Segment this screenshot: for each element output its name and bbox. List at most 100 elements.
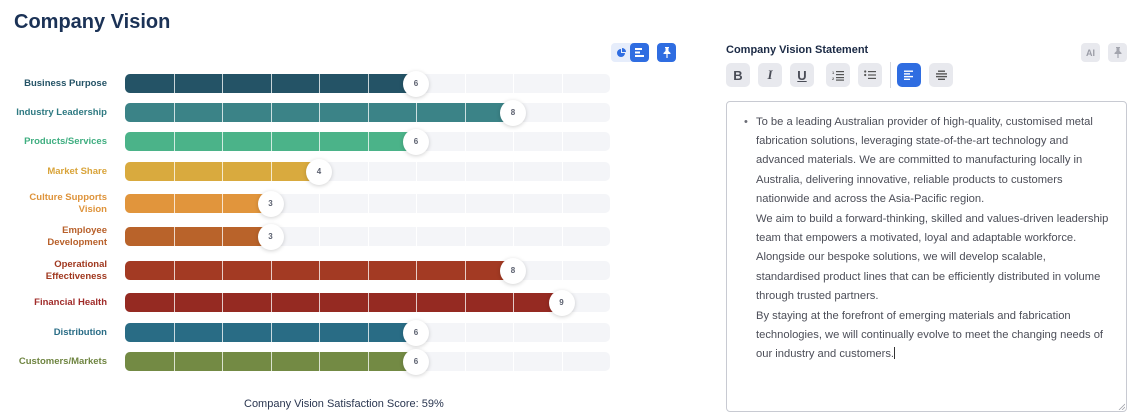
bar-track[interactable]: 3 (125, 223, 610, 250)
row-label-line: Operational (54, 259, 107, 270)
track-divider (319, 194, 320, 213)
value-handle[interactable]: 6 (403, 128, 429, 155)
fill-divider (173, 132, 175, 151)
value-handle[interactable]: 4 (306, 158, 332, 185)
fill-divider (319, 293, 320, 312)
track-divider (464, 352, 466, 371)
paragraph-text: By staying at the forefront of emerging … (756, 310, 1104, 361)
value-handle[interactable]: 8 (500, 99, 526, 126)
fill-divider (367, 74, 369, 93)
bullet-list-button[interactable] (858, 63, 882, 87)
bold-button[interactable]: B (726, 63, 750, 87)
bar-track[interactable]: 3 (125, 190, 610, 217)
track-divider (464, 323, 466, 342)
ai-button[interactable]: AI (1081, 43, 1100, 62)
chart-row: Distribution 6 (0, 319, 615, 346)
value-handle[interactable]: 8 (500, 257, 526, 284)
row-label: Operational Effectiveness (0, 259, 107, 283)
view-toggle-group (611, 43, 649, 62)
value-handle[interactable]: 6 (403, 348, 429, 375)
statement-paragraph-2: We aim to build a forward-thinking, skil… (756, 213, 1109, 302)
fill-divider (173, 194, 175, 213)
pin-chart-button[interactable] (657, 43, 676, 62)
bar-view-button[interactable] (630, 43, 649, 62)
track-divider (561, 323, 563, 342)
statement-paragraph-3: By staying at the forefront of emerging … (756, 307, 1112, 365)
value-handle[interactable]: 6 (403, 319, 429, 346)
bar-fill (125, 132, 416, 151)
track-divider (513, 352, 514, 371)
track-divider (561, 132, 563, 151)
chart-toolbar (611, 43, 676, 62)
value-handle[interactable]: 3 (257, 223, 284, 250)
row-label: Products/Services (0, 136, 107, 148)
fill-divider (464, 293, 466, 312)
fill-divider (222, 103, 223, 122)
pin-statement-button[interactable] (1108, 43, 1127, 62)
fill-divider (416, 261, 417, 280)
fill-divider (416, 103, 417, 122)
track-divider (464, 162, 466, 181)
fill-divider (270, 132, 272, 151)
resize-handle-icon[interactable] (1117, 402, 1125, 410)
bar-track[interactable]: 8 (125, 257, 610, 284)
fill-divider (464, 103, 466, 122)
chart-row: Products/Services 6 (0, 128, 615, 155)
value-handle[interactable]: 9 (548, 289, 575, 316)
fill-divider (270, 293, 272, 312)
fill-divider (173, 103, 175, 122)
fill-divider (367, 293, 369, 312)
track-divider (561, 74, 563, 93)
bullet-list-icon (864, 70, 876, 79)
track-divider (367, 162, 369, 181)
bar-track[interactable]: 6 (125, 348, 610, 375)
fill-divider (173, 227, 175, 246)
bar-fill (125, 293, 562, 312)
fill-divider (222, 227, 223, 246)
fill-divider (319, 352, 320, 371)
statement-paragraph-1: • To be a leading Australian provider of … (744, 113, 1112, 209)
fill-divider (367, 132, 369, 151)
bar-track[interactable]: 6 (125, 319, 610, 346)
track-divider (561, 227, 563, 246)
fill-divider (222, 261, 223, 280)
bar-track[interactable]: 8 (125, 99, 610, 126)
italic-button[interactable]: I (758, 63, 782, 87)
chart-row: Culture Supports Vision 3 (0, 190, 615, 217)
track-divider (416, 194, 417, 213)
fill-divider (270, 162, 272, 181)
bar-track[interactable]: 6 (125, 70, 610, 97)
bar-track[interactable]: 9 (125, 289, 610, 316)
chart-row: Business Purpose 6 (0, 70, 615, 97)
align-left-button[interactable] (897, 63, 921, 87)
text-cursor (894, 347, 896, 360)
underline-button[interactable]: U (790, 63, 814, 87)
fill-divider (416, 293, 417, 312)
chart-row: Customers/Markets 6 (0, 348, 615, 375)
track-divider (513, 227, 514, 246)
track-divider (319, 227, 320, 246)
row-label-line: Industry Leadership (16, 107, 107, 118)
pin-icon (1114, 47, 1121, 58)
fill-divider (222, 293, 223, 312)
bar-track[interactable]: 4 (125, 158, 610, 185)
value-handle[interactable]: 3 (257, 190, 284, 217)
track-divider (561, 261, 563, 280)
fill-divider (367, 261, 369, 280)
pie-view-button[interactable] (611, 43, 630, 62)
row-label: Financial Health (0, 297, 107, 309)
fill-divider (367, 352, 369, 371)
track-divider (513, 132, 514, 151)
pie-chart-icon (616, 47, 626, 57)
bar-list-icon (635, 48, 644, 57)
align-center-button[interactable] (929, 63, 953, 87)
track-divider (367, 227, 369, 246)
value-handle[interactable]: 6 (403, 70, 429, 97)
bar-track[interactable]: 6 (125, 128, 610, 155)
vision-statement-editor[interactable]: • To be a leading Australian provider of … (726, 101, 1127, 412)
bar-fill (125, 194, 271, 213)
align-center-icon (935, 70, 947, 80)
track-divider (464, 194, 466, 213)
